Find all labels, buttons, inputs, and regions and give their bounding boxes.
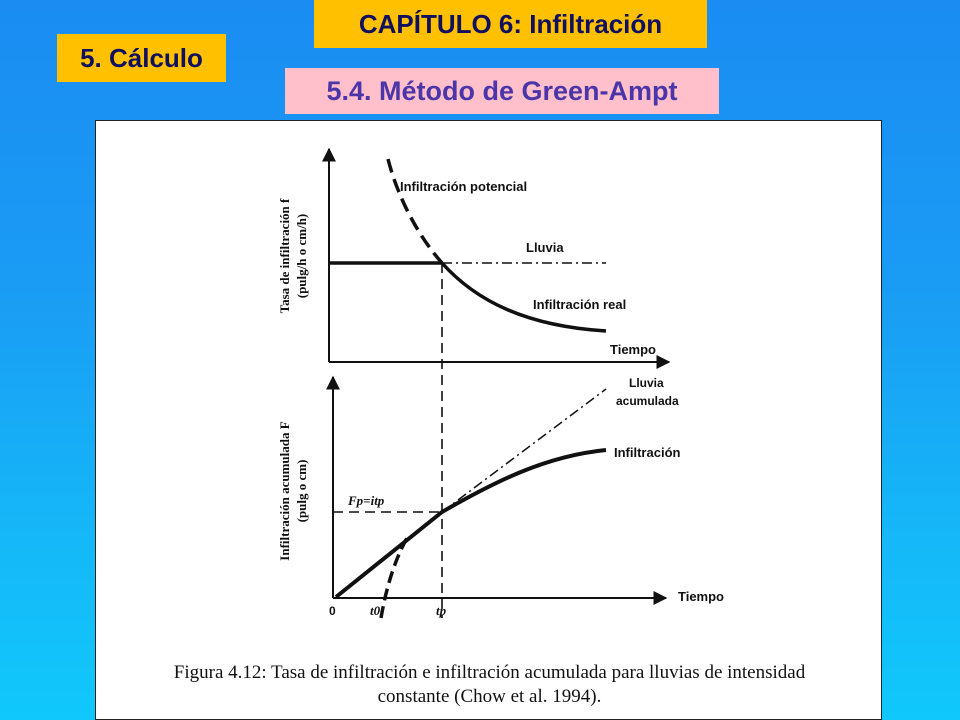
cumulative-rain-label-2: acumulada (616, 394, 679, 408)
caption-line-1: Figura 4.12: Tasa de infiltración e infi… (173, 662, 806, 683)
figure-panel: Infiltración potencial Lluvia Infiltraci… (95, 120, 882, 720)
green-ampt-diagram: Infiltración potencial Lluvia Infiltraci… (277, 147, 724, 619)
top-y-label-line2: (pulg/h o cm/h) (294, 214, 309, 299)
tick-t0-label: t0 (370, 603, 381, 618)
fp-label: Fp=itp (347, 493, 385, 508)
bottom-chart: Fp=itp Lluvia acumulada Infiltración Tie… (277, 375, 724, 619)
actual-infiltration-label: Infiltración real (533, 297, 626, 312)
tick-0-label: 0 (329, 604, 336, 618)
top-x-label: Tiempo (610, 342, 656, 357)
bottom-x-label: Tiempo (678, 589, 724, 604)
cumulative-rain-line (441, 388, 607, 513)
figure-caption: Figura 4.12: Tasa de infiltración e infi… (96, 661, 883, 709)
subsection-title: 5.4. Método de Green-Ampt (285, 68, 719, 114)
tick-tp-label: tp (436, 603, 447, 618)
infiltration-label: Infiltración (614, 445, 681, 460)
rain-label: Lluvia (526, 240, 564, 255)
potential-infiltration-label: Infiltración potencial (400, 179, 527, 194)
bottom-y-label-line1: Infiltración acumulada F (277, 421, 292, 560)
top-chart: Infiltración potencial Lluvia Infiltraci… (277, 147, 671, 618)
caption-line-2: constante (Chow et al. 1994). (377, 686, 602, 707)
actual-infiltration-curve (440, 261, 607, 333)
shifted-infiltration-curve (379, 535, 410, 619)
chapter-title: CAPÍTULO 6: Infiltración (314, 0, 707, 48)
section-title: 5. Cálculo (57, 34, 226, 82)
bottom-y-label-group: Infiltración acumulada F (pulg o cm) (277, 421, 309, 560)
cumulative-infiltration-curve (334, 448, 607, 599)
cumulative-rain-label-1: Lluvia (629, 376, 664, 390)
top-y-label-group: Tasa de infiltración f (pulg/h o cm/h) (277, 198, 309, 313)
top-y-label-line1: Tasa de infiltración f (277, 198, 292, 313)
bottom-y-label-line2: (pulg o cm) (294, 460, 309, 523)
potential-infiltration-curve (386, 158, 444, 265)
